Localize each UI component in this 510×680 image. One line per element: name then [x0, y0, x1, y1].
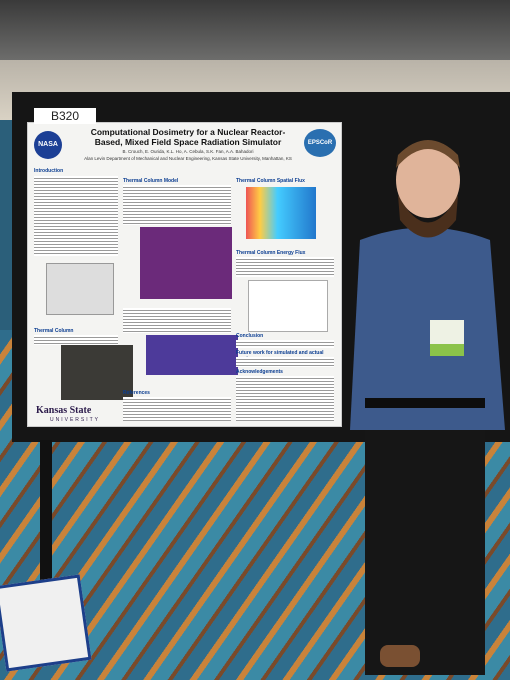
section-heading: Thermal Column: [34, 328, 74, 334]
text-block: [123, 185, 231, 225]
university-logo-sub: UNIVERSITY: [50, 417, 101, 423]
text-block: [123, 308, 231, 333]
poster-affiliation: Alan Levin Department of Mechanical and …: [84, 156, 292, 161]
section-heading: Thermal Column Energy Flux: [236, 250, 306, 256]
poster: NASA EPSCoR Computational Dosimetry for …: [27, 122, 342, 427]
epscor-logo: EPSCoR: [304, 129, 336, 157]
face: [396, 142, 460, 218]
figure: [46, 263, 114, 315]
figure: [246, 187, 316, 239]
beard: [398, 195, 458, 238]
nasa-logo: NASA: [34, 131, 62, 159]
shoe: [380, 645, 420, 667]
section-heading: Acknowledgements: [236, 369, 283, 375]
section-heading: Thermal Column Spatial Flux: [236, 178, 305, 184]
section-heading: Conclusion: [236, 333, 264, 339]
belt: [365, 398, 485, 408]
board-leg: [40, 440, 52, 590]
figure: [248, 280, 328, 332]
poster-authors: B. Crouch, E. Ourida, K.L. Ho, A. Cebula…: [122, 149, 254, 154]
text-block: [236, 257, 334, 277]
hair: [396, 140, 460, 168]
text-block: [236, 357, 334, 367]
poster-title: Computational Dosimetry for a Nuclear Re…: [90, 127, 286, 147]
figure: [140, 227, 232, 299]
person: [350, 140, 505, 675]
section-heading: Thermal Column Model: [123, 178, 179, 184]
text-block: [34, 335, 118, 345]
pants: [365, 405, 485, 675]
section-heading: References: [123, 390, 150, 396]
booth-sign: B320: [34, 108, 96, 124]
text-block: [34, 176, 118, 256]
shirt: [350, 227, 505, 430]
section-heading: Introduction: [34, 168, 64, 174]
figure: [146, 335, 238, 375]
text-block: [236, 340, 334, 348]
badge-ribbon: [430, 344, 464, 356]
text-block: [236, 376, 334, 421]
text-block: [123, 397, 231, 421]
tote-bag: [0, 574, 92, 672]
university-logo: Kansas State: [36, 405, 92, 416]
figure: [61, 345, 133, 400]
